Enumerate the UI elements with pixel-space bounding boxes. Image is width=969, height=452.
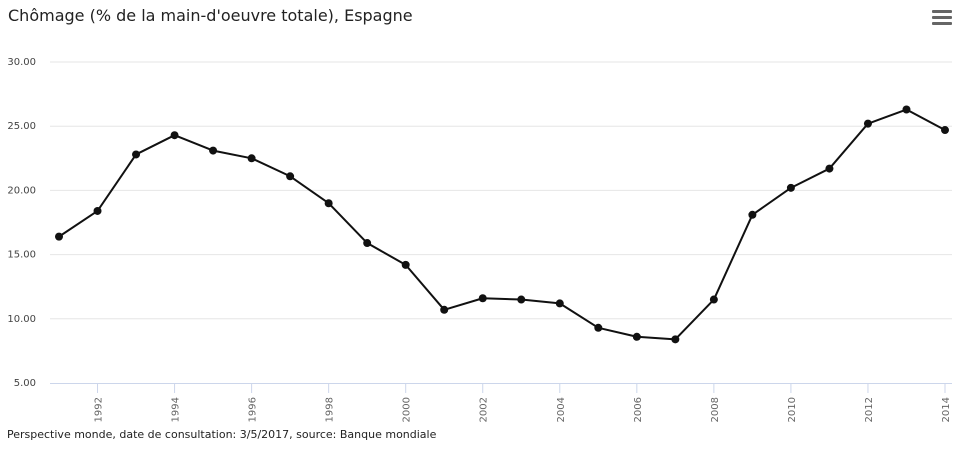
data-point — [671, 335, 680, 344]
grid-lines — [50, 61, 952, 320]
x-tick-label: 2008 — [710, 397, 721, 422]
series-layer — [55, 105, 949, 344]
data-point — [709, 295, 718, 304]
x-tick-label: 1998 — [325, 397, 336, 422]
y-tick-label: 25.00 — [7, 121, 36, 132]
data-point — [863, 119, 872, 128]
data-point — [93, 206, 102, 215]
y-tick-label: 30.00 — [7, 57, 36, 68]
data-point — [324, 199, 333, 208]
x-tick-label: 2010 — [787, 397, 798, 422]
x-tick-label: 2014 — [941, 397, 952, 422]
menu-bar — [932, 22, 952, 25]
series-line — [58, 108, 946, 341]
menu-bar — [932, 16, 952, 19]
data-point — [286, 172, 295, 181]
data-point — [902, 105, 911, 114]
data-point — [170, 131, 179, 140]
hamburger-menu-icon[interactable] — [932, 10, 952, 28]
data-point — [632, 332, 641, 341]
data-point — [209, 146, 218, 155]
menu-bar — [932, 10, 952, 13]
data-point — [55, 232, 63, 241]
x-axis: 1992 1994 1996 1998 2000 2002 2004 2006 2008 2010… — [50, 383, 952, 422]
data-point — [517, 295, 526, 304]
data-point — [363, 239, 372, 248]
data-point — [132, 150, 141, 159]
y-axis: 5.00 10.00 15.00 20.00 25.00 30.00 — [7, 57, 36, 389]
data-point — [555, 299, 564, 308]
x-tick-label: 1996 — [248, 397, 259, 422]
chart-title: Chômage (% de la main-d'oeuvre totale), … — [8, 6, 413, 25]
data-point — [247, 154, 256, 163]
y-tick-label: 5.00 — [14, 378, 36, 389]
y-tick-label: 10.00 — [7, 314, 36, 325]
data-point — [401, 260, 410, 269]
data-point — [825, 164, 834, 173]
data-point — [478, 294, 487, 303]
x-tick-label: 2012 — [864, 397, 875, 422]
source-footer: Perspective monde, date de consultation:… — [7, 428, 437, 441]
x-tick-label: 1992 — [94, 397, 105, 422]
x-tick-label: 1994 — [171, 397, 182, 422]
x-tick-label: 2000 — [402, 397, 413, 422]
data-point — [748, 210, 757, 219]
data-point — [786, 183, 795, 192]
y-tick-label: 15.00 — [7, 250, 36, 261]
x-tick-label: 2002 — [479, 397, 490, 422]
data-point — [594, 323, 603, 332]
x-tick-label: 2006 — [633, 397, 644, 422]
y-tick-label: 20.00 — [7, 185, 36, 196]
data-point — [941, 126, 949, 135]
x-tick-label: 2004 — [556, 397, 567, 422]
data-point — [440, 305, 449, 314]
